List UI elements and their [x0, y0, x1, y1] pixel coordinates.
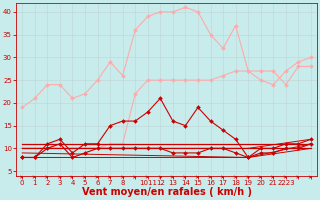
X-axis label: Vent moyen/en rafales ( km/h ): Vent moyen/en rafales ( km/h ) [82, 187, 252, 197]
